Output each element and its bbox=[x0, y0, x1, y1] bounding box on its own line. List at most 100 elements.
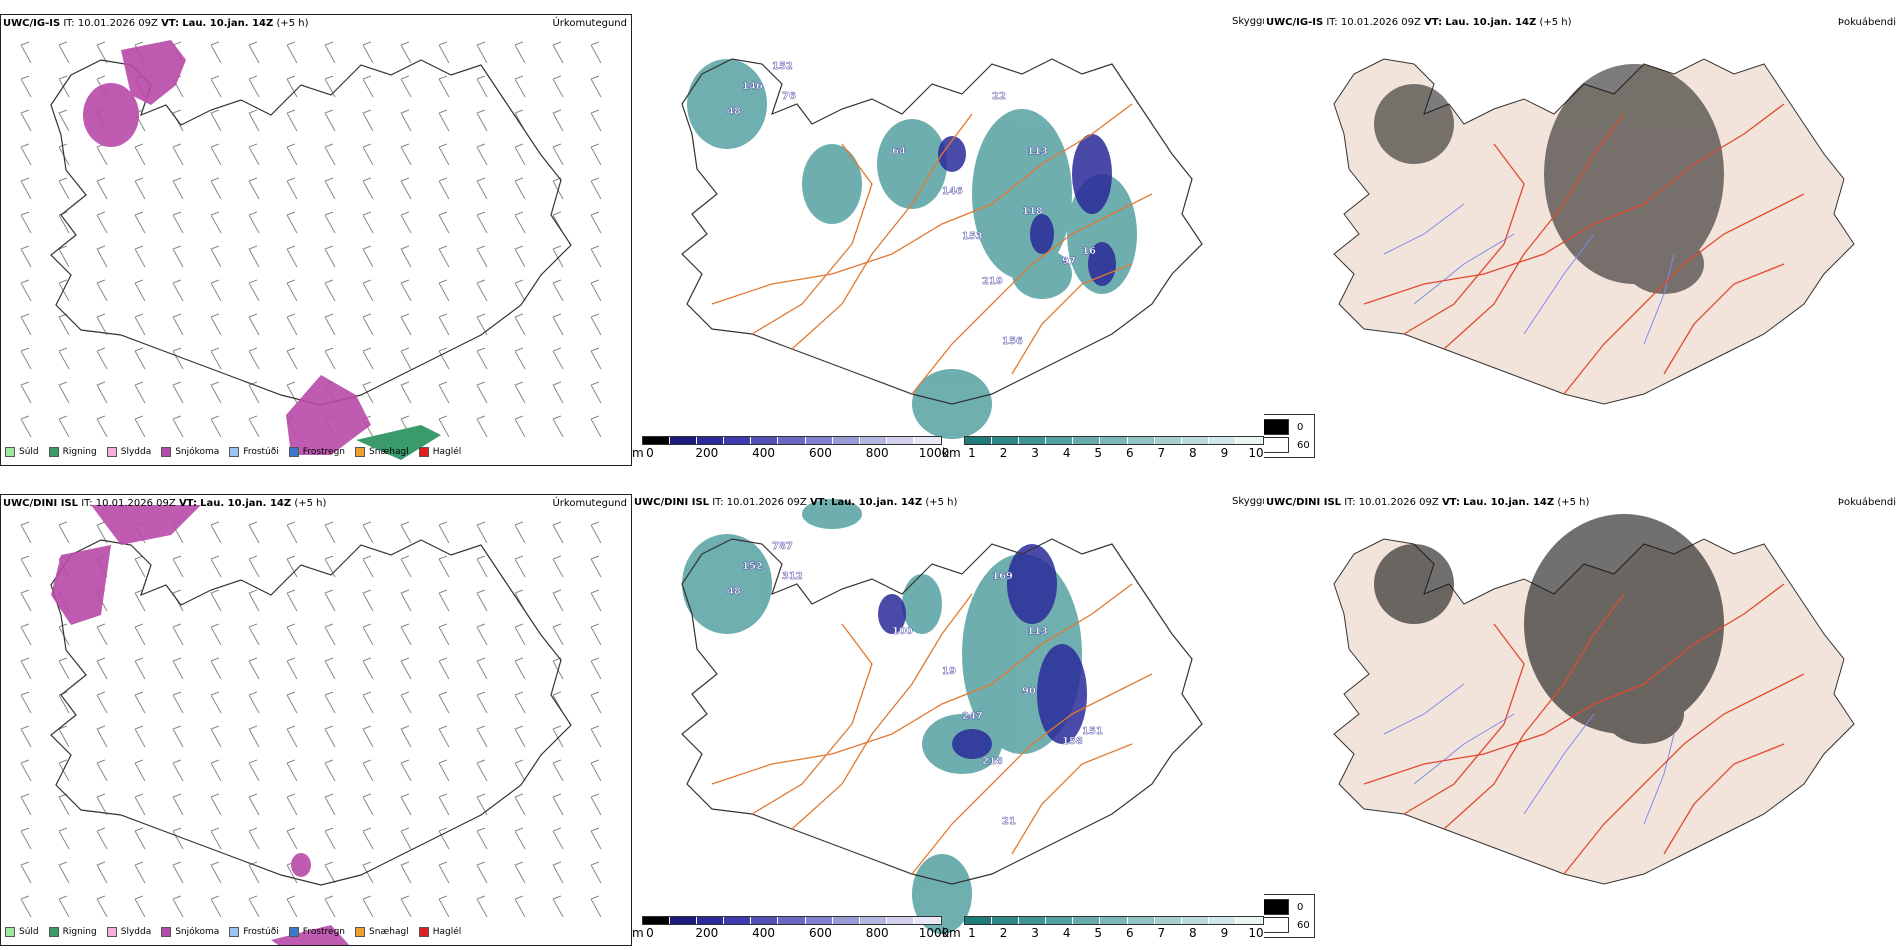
colorbar-tick: 10 bbox=[1248, 926, 1264, 940]
colorbar-tick: 6 bbox=[1125, 446, 1134, 460]
wind-barbs bbox=[20, 521, 602, 918]
colorbar-segment bbox=[670, 917, 698, 924]
legend-label: Súld bbox=[19, 447, 39, 457]
colorbar-segment bbox=[1181, 437, 1209, 444]
model-name: UWC/IG-IS bbox=[1266, 17, 1324, 28]
colorbar-tick: 800 bbox=[865, 926, 889, 940]
fog-legend: 0 60 bbox=[1264, 414, 1315, 458]
colorbar-tick: 7 bbox=[1157, 446, 1166, 460]
fog-panel-row2: UWC/DINI ISL IT: 10.01.2026 09Z VT: Lau.… bbox=[1264, 494, 1900, 946]
colorbar-tick: 200 bbox=[695, 926, 719, 940]
legend-swatch bbox=[161, 447, 172, 457]
colorbar-segment bbox=[1235, 917, 1264, 924]
colorbar-segment bbox=[805, 917, 833, 924]
colorbar-segment bbox=[1019, 437, 1047, 444]
legend-item: Snjókoma bbox=[161, 927, 219, 937]
rain-area bbox=[356, 425, 441, 460]
colorbar-segment bbox=[913, 437, 942, 444]
height-colorbar: m 0 200 400 600 800 1000 bbox=[632, 916, 949, 942]
precip-map bbox=[20, 40, 602, 460]
visibility-label: 169 bbox=[992, 571, 1013, 582]
colorbar-segment bbox=[886, 917, 914, 924]
panel-title: Skyggni bbox=[1232, 496, 1264, 507]
panel-title: Þokuábendi bbox=[1837, 497, 1896, 508]
model-name: UWC/DINI ISL bbox=[1266, 497, 1342, 508]
lead-time: (+5 h) bbox=[276, 18, 309, 29]
cloud-panel-row2: 787 152 312 48 169 100 113 19 90 247 158 151 218 21 S… bbox=[632, 494, 1264, 946]
legend-label: Snjókoma bbox=[175, 447, 220, 457]
fog-legend: 0 60 bbox=[1264, 894, 1315, 938]
visibility-label: 100 bbox=[892, 626, 913, 637]
precip-legend: Súld Rigning Slydda Snjókoma Frostúði Frostre… bbox=[5, 927, 461, 937]
colorbar-tick: 600 bbox=[808, 446, 832, 460]
colorbar-segment bbox=[886, 437, 914, 444]
legend-label: Súld bbox=[19, 927, 39, 937]
precip-legend: Súld Rigning Slydda Snjókoma Frostúði Frostre… bbox=[5, 447, 461, 457]
colorbar-tick: 6 bbox=[1125, 926, 1134, 940]
visibility-label: 146 bbox=[942, 186, 963, 197]
visibility-label: 146 bbox=[742, 81, 763, 92]
colorbar-tick: 9 bbox=[1220, 926, 1229, 940]
legend-label: Frostúði bbox=[243, 927, 279, 937]
legend-item: Snæhagl bbox=[355, 927, 409, 937]
fog-legend-max: 60 bbox=[1297, 919, 1310, 931]
colorbar-tick: 400 bbox=[752, 446, 776, 460]
legend-item: Frostúði bbox=[229, 447, 279, 457]
fog-legend-dark bbox=[1264, 419, 1289, 435]
visibility-label: 219 bbox=[982, 276, 1003, 287]
colorbar-segment bbox=[697, 437, 725, 444]
legend-label: Haglél bbox=[432, 447, 462, 457]
colorbar-tick: 1000 bbox=[918, 926, 950, 940]
fog-shading bbox=[1374, 64, 1724, 294]
fog-map bbox=[1333, 514, 1855, 885]
fog-map bbox=[1333, 58, 1855, 405]
colorbar-tick: 800 bbox=[865, 446, 889, 460]
visibility-colorbar: km 1 2 3 4 5 6 7 8 9 10 bbox=[942, 436, 1264, 462]
colorbar-segment bbox=[965, 917, 993, 924]
model-name: UWC/IG-IS bbox=[3, 18, 61, 29]
legend-item: Slydda bbox=[106, 927, 151, 937]
colorbar-segment bbox=[805, 437, 833, 444]
visibility-labels: 152 146 76 48 22 64 113 146 118 153 97 16 219 156 bbox=[727, 61, 1096, 347]
legend-item: Frostúði bbox=[229, 927, 279, 937]
colorbar-tick: 400 bbox=[752, 926, 776, 940]
low-vis-areas bbox=[878, 544, 1087, 759]
legend-item: Slydda bbox=[106, 447, 152, 457]
legend-swatch bbox=[106, 927, 117, 937]
colorbar-tick: 1 bbox=[968, 446, 976, 460]
colorbar-segment bbox=[1046, 917, 1074, 924]
legend-swatch bbox=[5, 927, 15, 937]
colorbar-tick: 2 bbox=[999, 446, 1008, 460]
legend-item: Frostregn bbox=[288, 447, 345, 457]
colorbar-segment bbox=[724, 437, 752, 444]
fog-legend-min: 0 bbox=[1297, 901, 1304, 913]
wind-barbs bbox=[20, 41, 602, 438]
legend-swatch bbox=[418, 927, 429, 937]
legend-item: Rigning bbox=[48, 447, 97, 457]
legend-swatch bbox=[48, 927, 59, 937]
legend-swatch bbox=[418, 447, 429, 457]
visibility-label: 64 bbox=[892, 146, 906, 157]
colorbar-tick: 1000 bbox=[918, 446, 950, 460]
legend-label: Slydda bbox=[120, 447, 152, 457]
panel-header: UWC/DINI ISL IT: 10.01.2026 09Z VT: Lau.… bbox=[3, 498, 327, 509]
vt-label: VT: bbox=[161, 18, 180, 29]
visibility-label: 152 bbox=[772, 61, 793, 72]
colorbar-segment bbox=[832, 917, 860, 924]
legend-item: Súld bbox=[5, 447, 39, 457]
panel-title: Skyggni bbox=[1232, 16, 1264, 27]
visibility-label: 90 bbox=[1022, 686, 1036, 697]
visibility-unit: km bbox=[942, 926, 961, 940]
colorbar-segment bbox=[1154, 437, 1182, 444]
visibility-label: 48 bbox=[727, 586, 741, 597]
coastline bbox=[50, 539, 572, 886]
colorbar-segment bbox=[1019, 917, 1047, 924]
colorbar-tick: 2 bbox=[999, 926, 1008, 940]
visibility-colorbar: km 1 2 3 4 5 6 7 8 9 10 bbox=[942, 916, 1264, 942]
colorbar-tick: 4 bbox=[1062, 446, 1071, 460]
model-name: UWC/DINI ISL bbox=[3, 498, 79, 509]
height-unit: m bbox=[632, 926, 644, 940]
colorbar-segment bbox=[992, 917, 1020, 924]
colorbar-segment bbox=[670, 437, 698, 444]
visibility-label: 21 bbox=[1002, 816, 1016, 827]
